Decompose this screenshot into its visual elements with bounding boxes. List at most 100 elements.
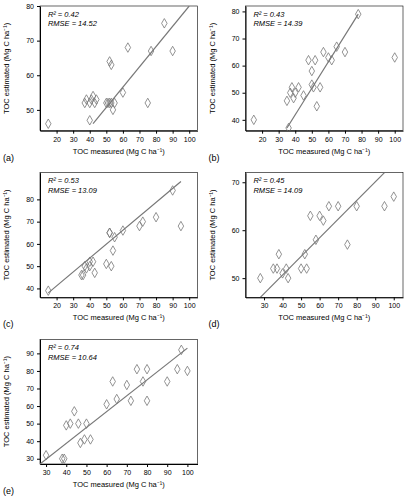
tick-mark [37,244,40,245]
axis-line [246,7,247,132]
tick-label: 60 [325,136,333,143]
tick: 90 [164,464,172,476]
tick: 30 [70,297,78,309]
tick-label: 40 [86,302,94,309]
tick-label: 60 [316,302,324,309]
tick: 100 [388,297,400,309]
fit-line [48,182,181,293]
panel: 20304050607080901004050607080R² = 0.53RM… [2,173,198,330]
point [312,55,317,64]
tick-label: 60 [119,136,127,143]
tick-label: 40 [86,136,94,143]
tick-mark [320,297,321,300]
y-axis: 50607080 [26,3,40,131]
tick: 50 [26,420,40,427]
x-axis: 30405060708090100 [246,297,404,309]
x-axis-label: TOC measured (Mg C ha⁻¹) [73,147,166,156]
tick: 30 [70,131,78,143]
tick-mark [395,131,396,134]
tick-mark [127,464,128,467]
points [46,19,176,129]
tick: 70 [342,131,350,143]
tick: 100 [184,131,196,143]
annotation: RMSE = 13.09 [48,186,98,195]
tick: 80 [26,368,40,375]
tick-mark [90,297,91,300]
x-axis: 30405060708090100 [41,464,199,476]
tick: 90 [372,297,380,309]
point [271,264,276,273]
tick-mark [106,131,107,134]
tick: 90 [169,131,177,143]
point [309,66,314,75]
annotation: RMSE = 14.39 [253,19,303,28]
tick: 30 [43,464,51,476]
points [258,192,397,283]
panel-label: (e) [3,486,14,496]
tick-label: 30 [43,469,51,476]
axis-line [246,131,404,132]
point [128,396,133,405]
tick-mark [295,131,296,134]
tick: 80 [232,8,246,15]
tick: 60 [232,62,246,69]
tick: 60 [119,297,127,309]
point [153,212,158,221]
tick-mark [283,297,284,300]
tick-label: 50 [308,136,316,143]
tick: 80 [353,297,361,309]
tick: 40 [26,285,40,292]
tick: 40 [26,438,40,445]
tick: 70 [26,218,40,225]
tick-mark [123,131,124,134]
axis-line [41,464,199,465]
tick-mark [362,131,363,134]
point [107,57,112,66]
tick-mark [328,131,329,134]
tick-mark [173,131,174,134]
tick-label: 80 [144,469,152,476]
tick-mark [73,297,74,300]
point [79,270,84,279]
tick-label: 50 [103,136,111,143]
point [88,435,93,444]
point [104,400,109,409]
point [107,228,112,237]
tick-mark [73,131,74,134]
tick: 70 [232,179,246,186]
tick-label: 90 [169,136,177,143]
tick-mark [37,266,40,267]
tick-label: 90 [169,302,177,309]
tick-mark [37,288,40,289]
point [110,246,115,255]
tick-label: 40 [26,438,34,445]
point [68,419,73,428]
tick: 40 [63,464,71,476]
point [46,119,51,128]
point [110,377,115,386]
tick-mark [189,131,190,134]
point [285,273,290,282]
tick: 50 [103,297,111,309]
tick-mark [37,371,40,372]
point [345,240,350,249]
tick-mark [394,297,395,300]
tick-label: 70 [123,469,131,476]
tick-mark [301,297,302,300]
tick-label: 20 [53,136,61,143]
tick-label: 70 [232,35,240,42]
tick-mark [37,110,40,111]
tick-mark [156,131,157,134]
y-axis-label: TOC estimated (Mg C ha⁻¹) [2,22,11,114]
tick: 80 [144,464,152,476]
tick-mark [123,297,124,300]
tick-mark [37,406,40,407]
tick-label: 30 [261,302,269,309]
x-axis-label: TOC measured (Mg C ha⁻¹) [278,313,371,322]
tick-mark [243,39,246,40]
tick-label: 90 [164,469,172,476]
tick-label: 50 [232,89,240,96]
axis-line [40,340,41,465]
tick-label: 40 [232,117,240,124]
tick: 50 [232,89,246,96]
